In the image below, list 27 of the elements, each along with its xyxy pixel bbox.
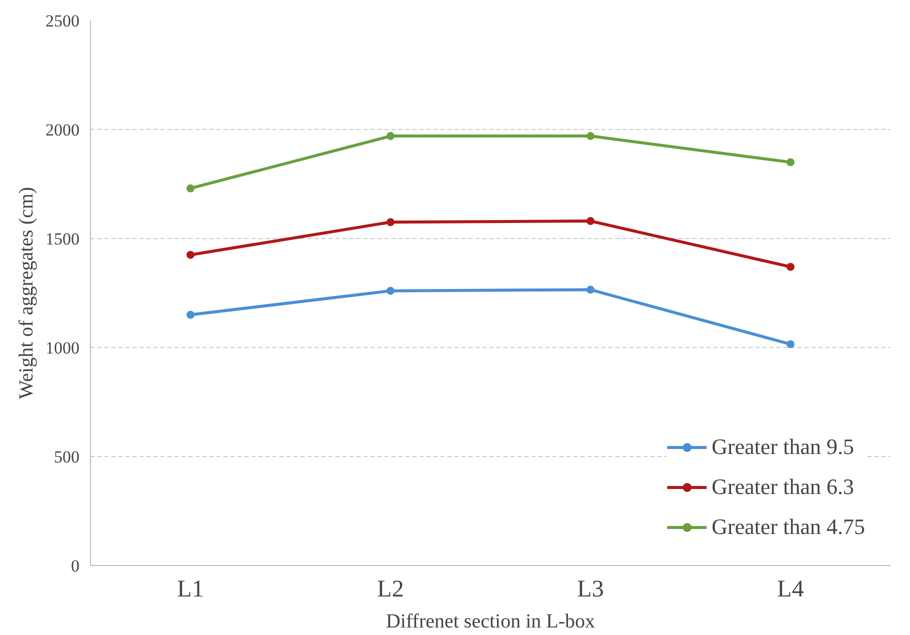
y-tick-label: 1500 (46, 230, 80, 248)
point (386, 132, 394, 140)
y-tick-label: 2000 (46, 120, 80, 140)
y-tick-label: 1000 (46, 338, 80, 358)
y-axis-title: Weight of aggregates (cm) (16, 186, 38, 400)
x-tick-label: L3 (577, 576, 604, 602)
legend-label: Greater than 9.5 (712, 434, 854, 460)
point (786, 158, 794, 166)
x-tick-label: L4 (777, 576, 804, 602)
x-tick-label: L2 (377, 576, 404, 602)
point (786, 340, 794, 348)
y-tick-label: 0 (71, 556, 80, 576)
point (186, 250, 194, 259)
y-tick-label: 2500 (46, 12, 80, 30)
point (586, 286, 594, 294)
point (786, 262, 794, 271)
point (586, 217, 594, 226)
x-tick-label: L1 (177, 576, 204, 602)
point (386, 218, 394, 226)
point (186, 184, 194, 192)
x-axis-title: Diffrenet section in L-box (386, 610, 596, 632)
legend-label: Greater than 6.3 (712, 474, 854, 500)
point (386, 286, 394, 295)
y-tick-label: 500 (54, 448, 80, 466)
legend-label: Greater than 4.75 (712, 514, 865, 540)
point (586, 132, 594, 140)
point (186, 310, 194, 319)
